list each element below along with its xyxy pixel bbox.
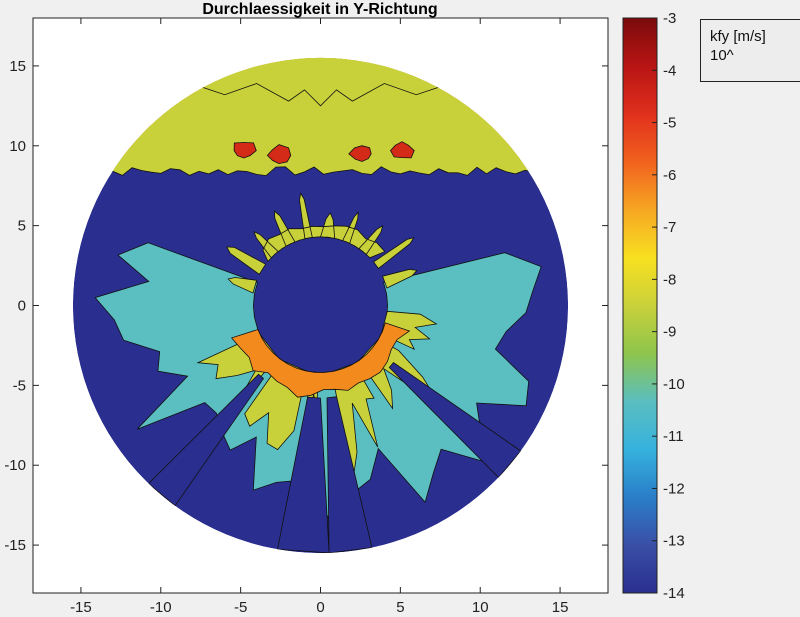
- legend-box: kfy [m/s] 10^: [700, 19, 800, 82]
- chart-title: Durchlaessigkeit in Y-Richtung: [202, 1, 437, 18]
- hotspot-2: [266, 144, 292, 165]
- y-tick-label: -10: [4, 457, 26, 474]
- colorbar-tick-label: -13: [663, 533, 685, 550]
- legend-exponent: 10^: [710, 47, 734, 64]
- colorbar-tick-label: -14: [663, 585, 685, 602]
- y-tick-label: 15: [9, 58, 26, 75]
- y-tick-label: -15: [4, 537, 26, 554]
- colorbar-tick-label: -7: [663, 219, 676, 236]
- colorbar-tick-label: -11: [663, 428, 684, 445]
- x-tick-label: -5: [234, 599, 247, 616]
- colorbar-tick-label: -4: [663, 62, 676, 79]
- contour-level-lower-inner-ring: [230, 322, 411, 398]
- x-tick-label: 5: [396, 599, 404, 616]
- x-tick-label: 10: [472, 599, 489, 616]
- hotspot-1: [233, 142, 257, 159]
- colorbar-ticks: -3 -4 -5 -6 -7 -8 -9 -10 -11 -12 -13 -14: [652, 10, 685, 602]
- colorbar-tick-label: -5: [663, 115, 676, 132]
- colorbar-tick-label: -6: [663, 167, 676, 184]
- y-tick-label: -5: [13, 377, 26, 394]
- legend-unit: kfy [m/s]: [710, 28, 766, 45]
- axis-ticks: -15 -10 -5 0 5 10 15 15 10 5 0 -5 -10 -15: [4, 18, 608, 616]
- y-tick-label: 5: [18, 218, 26, 235]
- y-tick-label: 10: [9, 138, 26, 155]
- x-tick-label: 15: [552, 599, 569, 616]
- hotspot-4: [390, 141, 415, 159]
- x-tick-label: -10: [150, 599, 172, 616]
- y-tick-label: 0: [18, 298, 26, 315]
- colorbar-tick-label: -9: [663, 324, 676, 341]
- colorbar-tick-label: -12: [663, 480, 685, 497]
- x-tick-label: 0: [316, 599, 324, 616]
- contour-level-upper-hotspots: [233, 141, 415, 165]
- colorbar-tick-label: -10: [663, 376, 685, 393]
- contour-level-inner-spikes: [226, 192, 418, 294]
- hotspot-3: [348, 145, 372, 162]
- x-tick-label: -15: [70, 599, 92, 616]
- colorbar-tick-label: -3: [663, 10, 676, 27]
- colorbar-tick-label: -8: [663, 271, 676, 288]
- colorbar: [622, 17, 658, 594]
